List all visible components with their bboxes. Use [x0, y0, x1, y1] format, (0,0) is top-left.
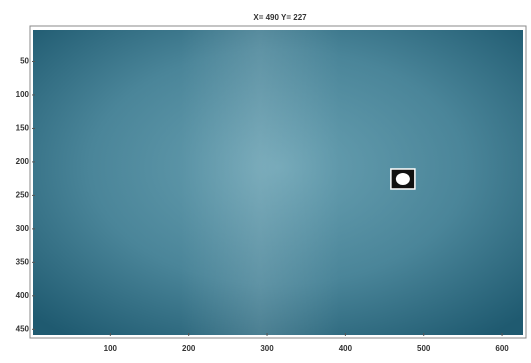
y-tick-label: 150 — [16, 124, 30, 133]
title: X= 490 Y= 227 — [253, 13, 307, 22]
x-tick-label: 300 — [260, 344, 274, 353]
y-tick-label: 450 — [16, 324, 30, 333]
x-tick-label: 200 — [182, 344, 196, 353]
marker-spot — [396, 173, 410, 185]
y-tick-label: 200 — [16, 157, 30, 166]
page: X= 490 Y= 227 100 200 300 400 500 600 50 100 150… — [0, 0, 531, 363]
y-tick-label: 350 — [16, 257, 30, 266]
y-tick-label: 100 — [16, 90, 30, 99]
y-tick-label: 400 — [16, 291, 30, 300]
y-tick-label: 250 — [16, 191, 30, 200]
figure: X= 490 Y= 227 100 200 300 400 500 600 50 100 150… — [0, 0, 531, 363]
x-tick-label: 100 — [104, 344, 118, 353]
y-tick-label: 300 — [16, 224, 30, 233]
y-tick-label: 50 — [20, 57, 29, 66]
x-tick-label: 600 — [495, 344, 509, 353]
image-highlight — [180, 30, 340, 335]
x-tick-label: 500 — [417, 344, 431, 353]
x-tick-label: 400 — [339, 344, 353, 353]
